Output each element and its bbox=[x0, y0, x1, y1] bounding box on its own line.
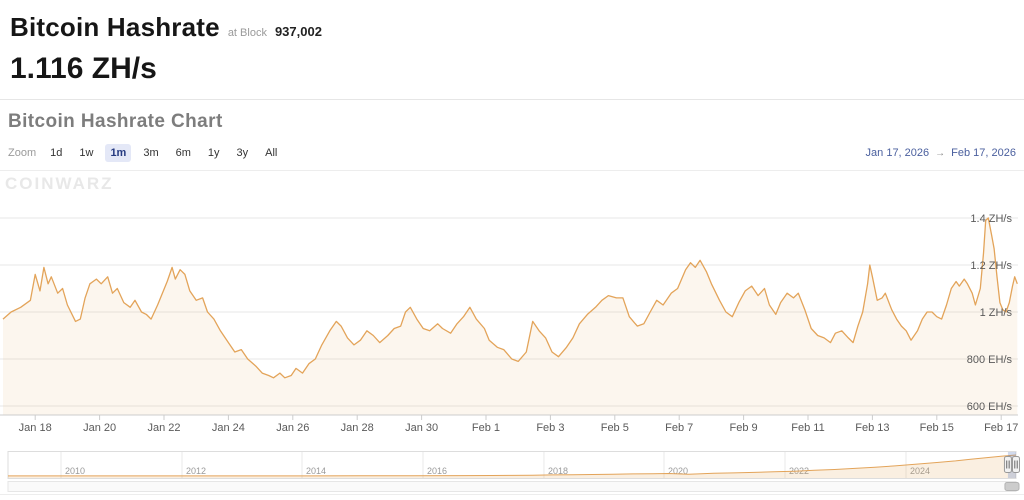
header-divider bbox=[0, 99, 1024, 100]
x-axis-label: Jan 20 bbox=[83, 422, 116, 433]
zoom-button-1y[interactable]: 1y bbox=[207, 147, 220, 159]
zoom-label: Zoom bbox=[8, 147, 37, 159]
x-axis-label: Feb 11 bbox=[791, 422, 824, 433]
coinwarz-watermark-logo: CoinWarz bbox=[5, 174, 114, 193]
chart-toolbar: Zoom 1d 1w 1m 3m 6m 1y 3y All Jan 17, 2026 → Fe… bbox=[0, 143, 1024, 163]
chart-section-header: Bitcoin Hashrate Chart bbox=[0, 100, 1024, 133]
page-title: Bitcoin Hashrate bbox=[10, 12, 220, 42]
navigator-handle-right[interactable] bbox=[1012, 456, 1020, 473]
navigator-year-label: 2014 bbox=[306, 466, 326, 476]
x-axis-label: Jan 28 bbox=[341, 422, 374, 433]
navigator-track[interactable] bbox=[7, 451, 1017, 479]
navigator-year-label: 2010 bbox=[65, 466, 85, 476]
x-axis-label: Feb 9 bbox=[730, 422, 758, 433]
block-label: at Block bbox=[227, 27, 267, 39]
y-axis-label: 1.2 ZH/s bbox=[970, 260, 1012, 272]
navigator-selected-mask[interactable] bbox=[1007, 452, 1016, 478]
current-hashrate-value: 1.116 ZH/s bbox=[10, 52, 157, 85]
hashrate-chart-svg[interactable]: Jan 18 Jan 20 Jan 22 Jan 24 Jan 26 Jan 28 Jan … bbox=[0, 171, 1024, 434]
zoom-button-all[interactable]: All bbox=[265, 147, 278, 159]
zoom-button-6m[interactable]: 6m bbox=[175, 147, 191, 159]
y-axis-label: 1 ZH/s bbox=[980, 307, 1013, 319]
zoom-button-1m[interactable]: 1m bbox=[105, 144, 132, 162]
x-axis-label: Feb 7 bbox=[665, 422, 693, 433]
x-axis-label: Feb 5 bbox=[601, 422, 629, 433]
x-axis-label: Jan 30 bbox=[405, 422, 438, 433]
range-from-input[interactable]: Jan 17, 2026 bbox=[865, 147, 930, 159]
main-chart-area[interactable]: CoinWarz Jan 18 Jan 20 Jan 22 Jan 24 Jan 26 J… bbox=[0, 171, 1024, 434]
navigator-year-label: 2024 bbox=[910, 466, 930, 476]
navigator-year-label: 2012 bbox=[186, 466, 206, 476]
y-axis-label: 1.4 ZH/s bbox=[970, 213, 1012, 225]
navigator-year-label: 2016 bbox=[427, 466, 447, 476]
zoom-button-3y[interactable]: 3y bbox=[236, 147, 249, 159]
navigator-year-label: 2020 bbox=[668, 466, 688, 476]
x-axis-label: Jan 24 bbox=[212, 422, 245, 433]
hashrate-line-series[interactable] bbox=[2, 217, 1018, 379]
x-axis-label: Feb 13 bbox=[855, 422, 889, 433]
x-axis-label: Feb 1 bbox=[472, 422, 500, 433]
x-axis-label: Jan 22 bbox=[147, 422, 180, 433]
zoom-button-3m[interactable]: 3m bbox=[143, 147, 159, 159]
range-arrow-icon: → bbox=[935, 147, 946, 159]
y-axis-label: 800 EH/s bbox=[967, 354, 1013, 366]
chart-section-title: Bitcoin Hashrate Chart bbox=[8, 111, 223, 132]
x-axis-label: Feb 3 bbox=[536, 422, 564, 433]
zoom-button-1w[interactable]: 1w bbox=[79, 147, 94, 159]
toolbar-divider bbox=[0, 170, 1024, 171]
hashrate-area-fill bbox=[3, 218, 1018, 415]
navigator-svg[interactable]: 20102012201420162018202020222024 bbox=[0, 451, 1024, 495]
range-to-input[interactable]: Feb 17, 2026 bbox=[951, 147, 1016, 159]
y-axis-label: 600 EH/s bbox=[967, 401, 1013, 413]
x-axis-label: Feb 17 bbox=[984, 422, 1018, 433]
x-axis-label: Jan 26 bbox=[276, 422, 309, 433]
navigator-area: 20102012201420162018202020222024 bbox=[0, 451, 1024, 495]
zoom-button-group: Zoom 1d 1w 1m 3m 6m 1y 3y All bbox=[8, 144, 282, 162]
x-axis-label: Feb 15 bbox=[920, 422, 954, 433]
block-number: 937,002 bbox=[274, 24, 322, 39]
navigator-year-label: 2018 bbox=[548, 466, 568, 476]
title-row: Bitcoin Hashrate at Block 937,002 bbox=[10, 12, 1014, 43]
navigator-handle-left[interactable] bbox=[1003, 456, 1012, 473]
zoom-button-1d[interactable]: 1d bbox=[50, 147, 63, 159]
navigator-line-series bbox=[8, 454, 1017, 477]
x-axis-label: Jan 18 bbox=[19, 422, 52, 433]
page-header: Bitcoin Hashrate at Block 937,002 1.116 … bbox=[0, 0, 1024, 86]
date-range-group: Jan 17, 2026 → Feb 17, 2026 bbox=[866, 147, 1016, 159]
